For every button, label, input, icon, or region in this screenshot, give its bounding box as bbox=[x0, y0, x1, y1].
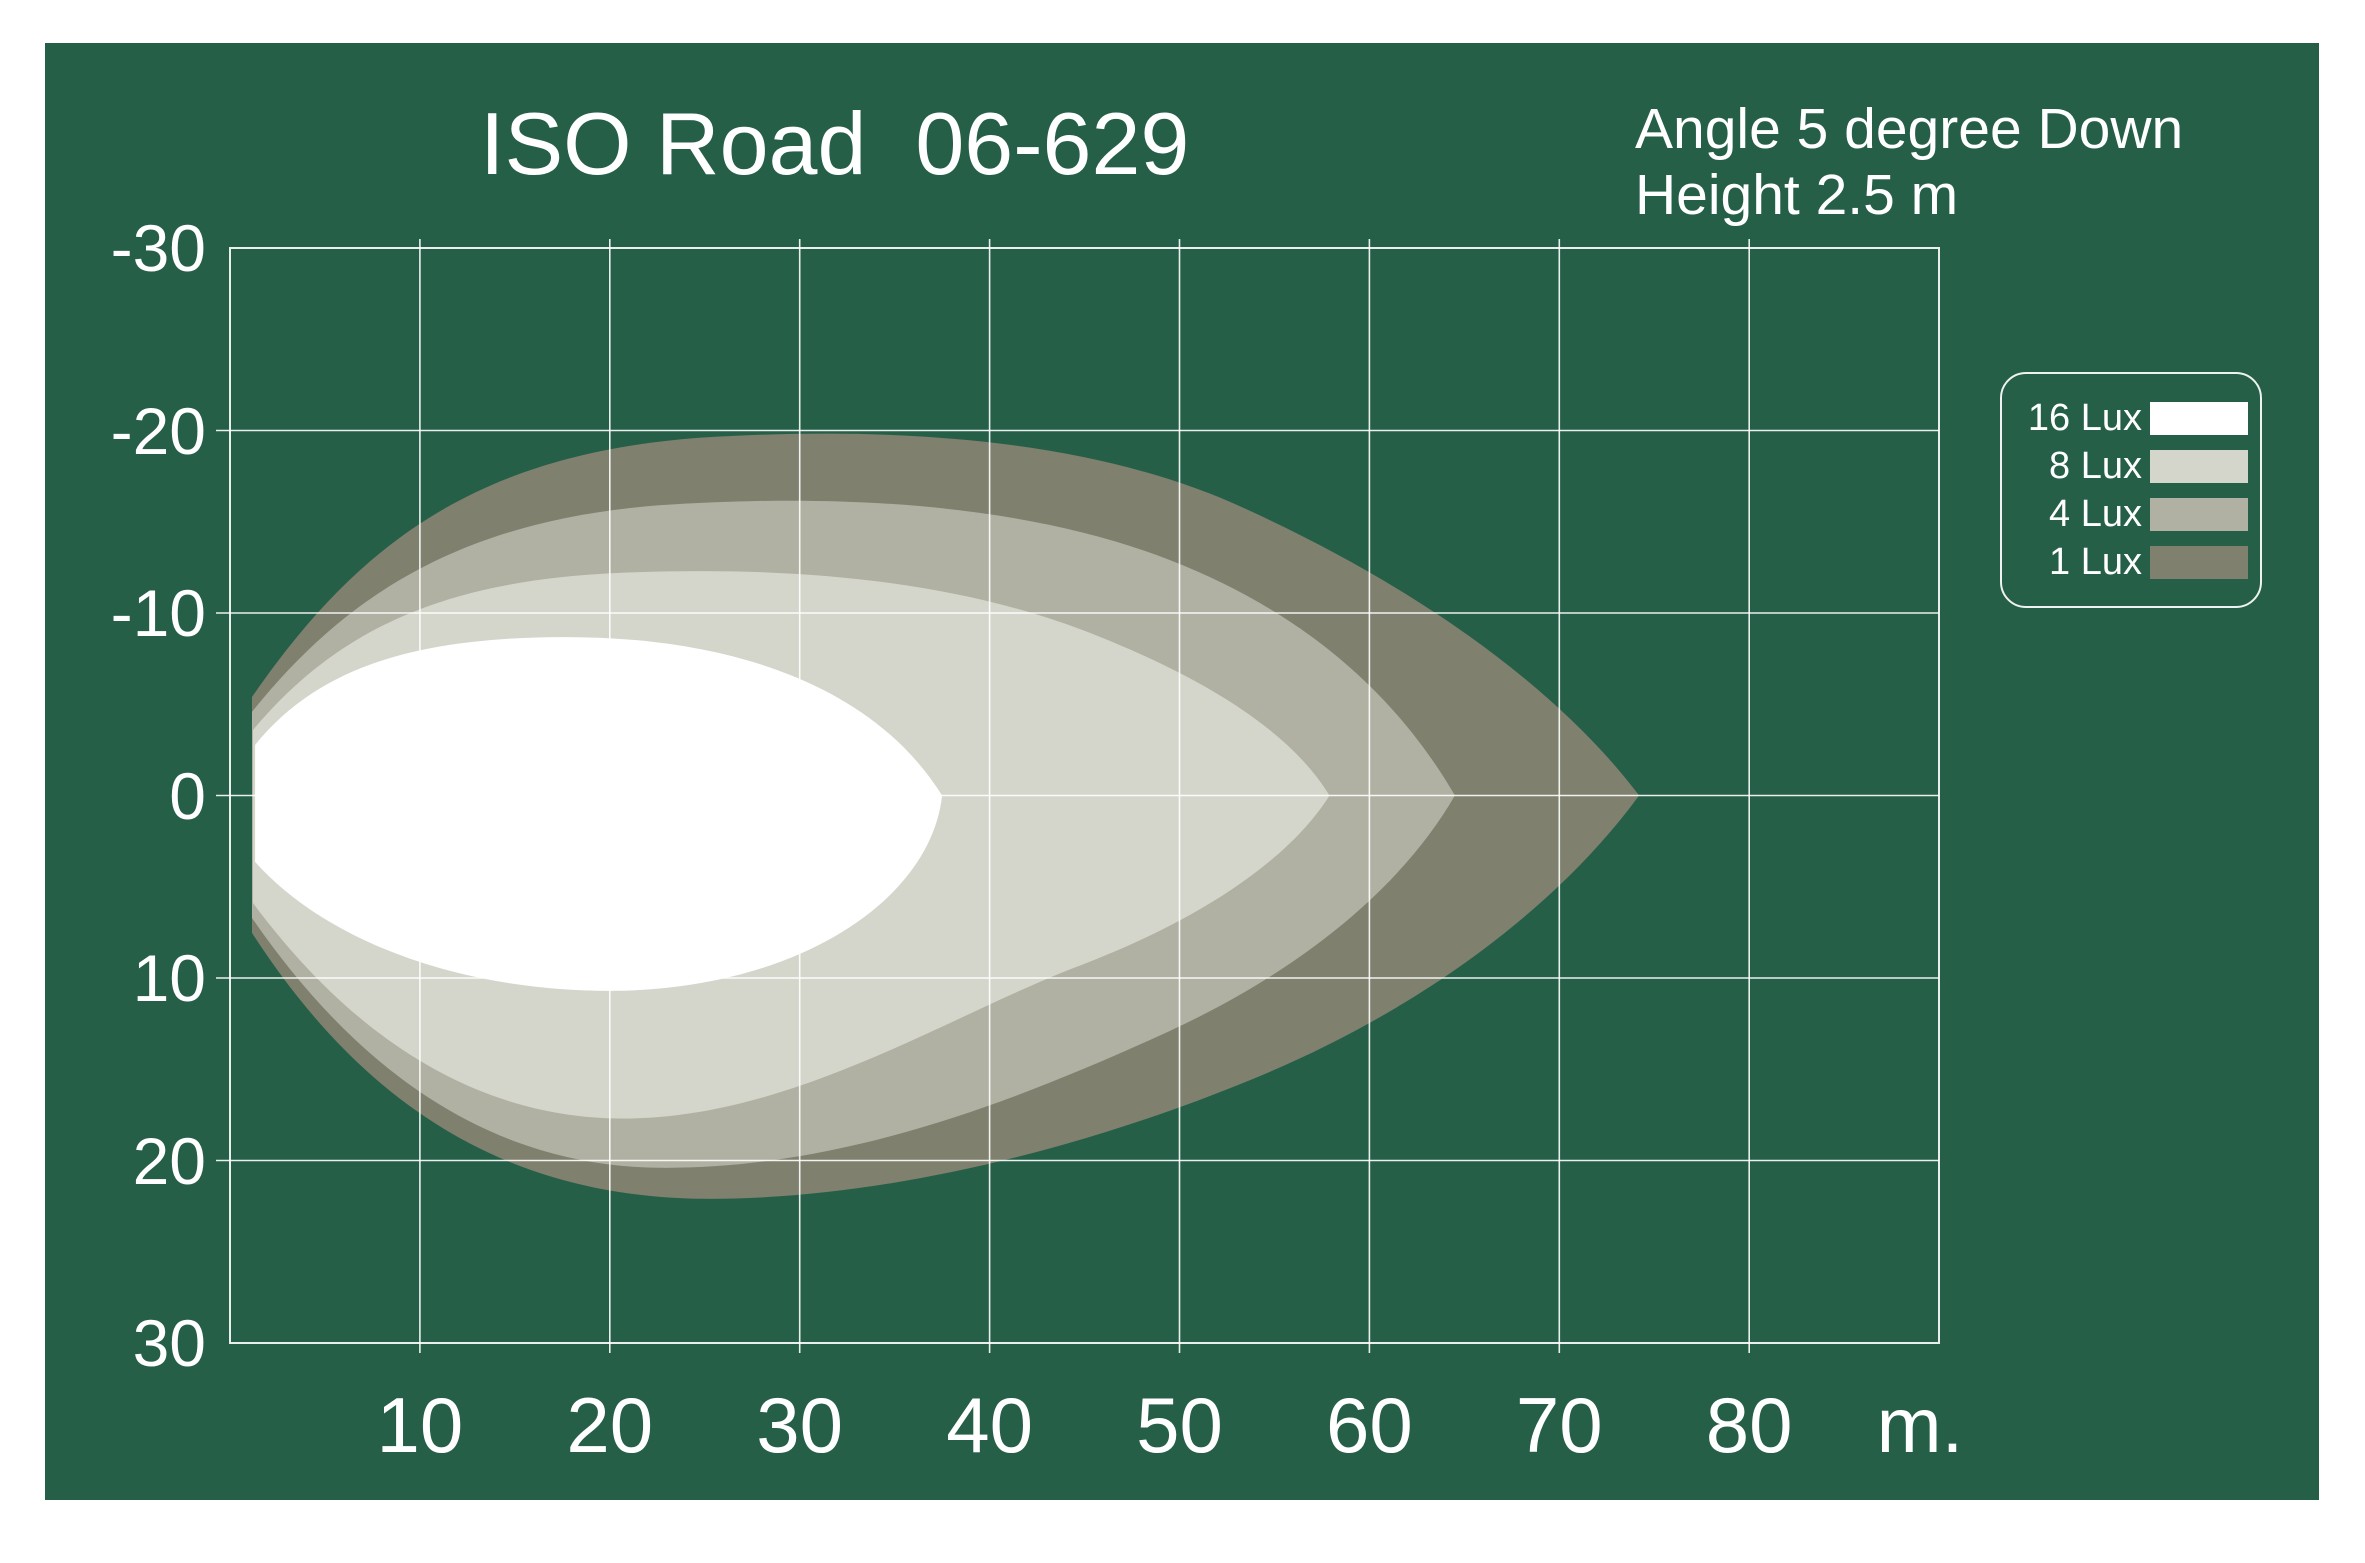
x-tick-label-20: 20 bbox=[566, 1381, 654, 1469]
chart-subtitle: Angle 5 degree Down Height 2.5 m bbox=[1635, 96, 2183, 228]
legend-label: 1 Lux bbox=[2049, 541, 2142, 583]
y-tick-label-30: 30 bbox=[132, 1306, 206, 1380]
x-tick-label-80: 80 bbox=[1705, 1381, 1793, 1469]
legend-row-8-lux: 8 Lux bbox=[2014, 442, 2248, 490]
x-tick-label-70: 70 bbox=[1515, 1381, 1603, 1469]
x-tick-label-30: 30 bbox=[756, 1381, 844, 1469]
legend-row-4-lux: 4 Lux bbox=[2014, 490, 2248, 538]
legend-row-16-lux: 16 Lux bbox=[2014, 394, 2248, 442]
y-tick-label--20: -20 bbox=[110, 393, 206, 468]
legend-swatch bbox=[2150, 545, 2248, 579]
legend-box: 16 Lux 8 Lux 4 Lux 1 Lux bbox=[2000, 372, 2262, 608]
legend-swatch bbox=[2150, 401, 2248, 435]
x-tick-label-40: 40 bbox=[946, 1381, 1033, 1469]
x-axis-unit-label: m. bbox=[1876, 1381, 1964, 1469]
y-tick-label--10: -10 bbox=[110, 576, 206, 650]
y-tick-label-10: 10 bbox=[132, 941, 206, 1015]
subtitle-height: Height 2.5 m bbox=[1635, 163, 1959, 228]
plot-border bbox=[229, 247, 1940, 1344]
y-tick-label-20: 20 bbox=[132, 1123, 206, 1198]
legend-items: 16 Lux 8 Lux 4 Lux 1 Lux bbox=[2014, 394, 2248, 586]
legend-label: 16 Lux bbox=[2027, 397, 2142, 439]
legend-swatch bbox=[2150, 449, 2248, 483]
legend-row-1-lux: 1 Lux bbox=[2014, 538, 2248, 586]
chart-title: ISO Road 06-629 bbox=[480, 94, 1190, 193]
x-tick-label-10: 10 bbox=[376, 1381, 464, 1469]
isolux-contour-16lux bbox=[255, 637, 943, 991]
legend-swatch bbox=[2150, 497, 2248, 531]
grid-group bbox=[216, 239, 1939, 1353]
y-tick-label--30: -30 bbox=[110, 211, 206, 285]
y-tick-label-0: 0 bbox=[169, 758, 206, 833]
x-tick-label-60: 60 bbox=[1326, 1381, 1413, 1469]
subtitle-angle: Angle 5 degree Down bbox=[1635, 97, 2184, 161]
x-tick-label-50: 50 bbox=[1136, 1381, 1223, 1469]
legend-label: 8 Lux bbox=[2049, 445, 2142, 487]
contour-group bbox=[252, 433, 1640, 1199]
legend-label: 4 Lux bbox=[2049, 493, 2142, 535]
